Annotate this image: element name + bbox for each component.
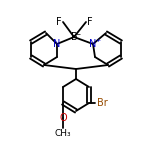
Text: F: F bbox=[87, 17, 93, 27]
Text: Br: Br bbox=[97, 98, 108, 108]
Text: B: B bbox=[71, 32, 77, 42]
Text: F: F bbox=[56, 17, 62, 27]
Text: +: + bbox=[95, 38, 100, 43]
Text: −: − bbox=[76, 31, 81, 36]
Text: CH₃: CH₃ bbox=[55, 129, 71, 138]
Text: N: N bbox=[53, 39, 61, 49]
Text: O: O bbox=[59, 113, 67, 123]
Text: N: N bbox=[89, 39, 97, 49]
